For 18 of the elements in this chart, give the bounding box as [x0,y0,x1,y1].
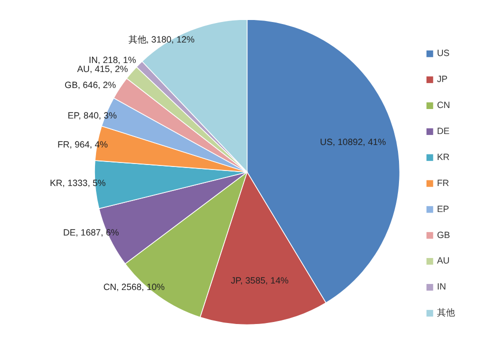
legend-label: 其他 [436,308,455,318]
data-label: JP, 3585, 14% [230,276,289,286]
data-label: GB, 646, 2% [64,80,116,90]
legend-label: AU [436,256,450,266]
data-label: CN, 2568, 10% [103,282,165,292]
legend-label: JP [436,74,448,84]
legend-label: GB [436,230,450,240]
legend-label: CN [436,100,450,110]
data-label: 其他, 3180, 12% [128,34,195,45]
legend-label: EP [436,204,450,214]
data-label: IN, 218, 1% [88,55,136,66]
legend-label: IN [436,282,446,292]
data-label: US, 10892, 41% [320,137,386,148]
data-label: AU, 415, 2% [77,64,128,74]
legend-label: DE [436,126,450,136]
legend-label: KR [436,152,450,162]
legend-label: FR [436,178,450,188]
legend-label: US [436,48,450,58]
